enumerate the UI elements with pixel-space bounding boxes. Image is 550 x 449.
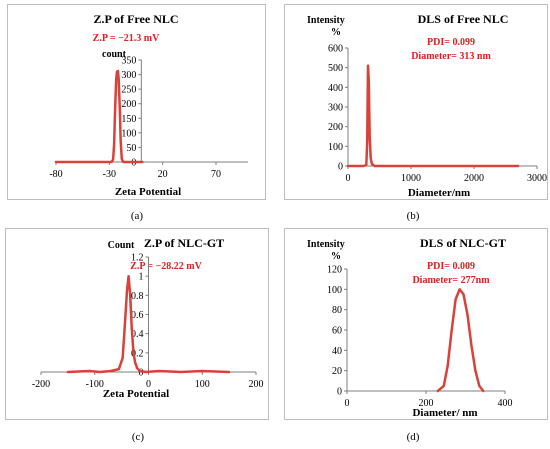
chart-panel-d: DLS of NLC-GT PDI= 0.009 Diameter= 277nm 0 2… [284, 228, 548, 420]
y-tick-label: 120 [327, 265, 342, 276]
chart-title: DLS of NLC-GT [420, 236, 506, 250]
chart-title: Z.P of NLC-GT [144, 236, 224, 250]
y-tick-label: 60 [332, 326, 342, 337]
caption-a: (a) [130, 210, 144, 222]
y-tick-label: 200 [121, 99, 136, 110]
chart-annotation: PDI= 0.099 [427, 37, 475, 48]
data-series-line [436, 288, 485, 393]
x-tick-label: 200 [419, 398, 434, 409]
y-tick-label: 100 [327, 285, 342, 296]
y-axis-label: % [331, 251, 341, 262]
x-tick-label: -80 [49, 169, 62, 180]
data-series-line [66, 274, 231, 374]
y-tick-label: 80 [332, 305, 342, 316]
y-tick-label: 0 [139, 368, 144, 379]
chart-d: DLS of NLC-GT PDI= 0.009 Diameter= 277nm 0 2… [307, 236, 513, 419]
y-tick-label: 600 [328, 44, 343, 55]
y-tick-label: 400 [328, 83, 343, 94]
x-tick-label: 400 [498, 398, 513, 409]
y-tick-label: 50 [126, 143, 136, 154]
x-tick-label: -200 [32, 379, 50, 390]
y-axis-label: Intensity [307, 239, 345, 250]
chart-panel-a: Z.P of Free NLC Z.P = −21.3 mV 0 50 100 150 20… [7, 4, 266, 200]
y-tick-label: 1 [139, 272, 144, 283]
x-tick-label: 0 [345, 398, 350, 409]
y-tick-label: 0.8 [131, 291, 144, 302]
y-tick-label: 200 [328, 122, 343, 133]
x-tick-label: -30 [103, 169, 116, 180]
x-axis-label: Zeta Potential [115, 186, 181, 198]
x-tick-label: 2000 [464, 173, 484, 184]
chart-annotation: Z.P = −21.3 mV [93, 33, 160, 44]
chart-annotation: Diameter= 277nm [412, 275, 490, 286]
y-tick-label: 0.6 [131, 310, 144, 321]
y-tick-label: 1.2 [131, 253, 144, 264]
chart-annotation: Diameter= 313 nm [411, 51, 491, 62]
x-tick-label: -100 [86, 379, 104, 390]
chart-b: DLS of Free NLC PDI= 0.099 Diameter= 313 n… [307, 12, 547, 199]
caption-c: (c) [131, 431, 145, 443]
y-tick-label: 300 [121, 70, 136, 81]
chart-c: Z.P of NLC-GT Z.P = −28.22 mV 0 0.2 0.4 0.6 0.… [32, 236, 264, 400]
y-tick-label: 40 [332, 346, 342, 357]
data-series-line [54, 69, 144, 164]
data-series-line [346, 64, 520, 168]
y-tick-label: 300 [328, 103, 343, 114]
caption-d: (d) [406, 431, 420, 443]
x-tick-label: 200 [249, 379, 264, 390]
y-tick-label: 100 [121, 128, 136, 139]
chart-panel-b: DLS of Free NLC PDI= 0.099 Diameter= 313 n… [284, 4, 548, 200]
x-tick-label: 0 [146, 379, 151, 390]
y-tick-label: 0 [338, 162, 343, 173]
chart-title: Z.P of Free NLC [93, 12, 178, 26]
x-tick-label: 20 [158, 169, 168, 180]
y-axis-label: count [102, 49, 127, 60]
x-axis-label: Zeta Potential [103, 388, 169, 400]
chart-panel-c: Z.P of NLC-GT Z.P = −28.22 mV 0 0.2 0.4 0.6 0.… [5, 228, 269, 420]
x-tick-label: 1000 [401, 173, 421, 184]
y-tick-label: 250 [121, 85, 136, 96]
y-tick-label: 350 [121, 56, 136, 67]
caption-b: (b) [406, 210, 420, 222]
chart-title: DLS of Free NLC [418, 12, 509, 26]
x-tick-label: 0 [346, 173, 351, 184]
y-tick-label: 20 [332, 366, 342, 377]
x-axis-label: Diameter/nm [408, 187, 470, 199]
y-tick-label: 150 [121, 114, 136, 125]
y-tick-label: 0.2 [131, 348, 144, 359]
x-tick-label: 100 [195, 379, 210, 390]
x-tick-label: 3000 [527, 173, 547, 184]
x-tick-label: 70 [211, 169, 221, 180]
y-axis-label: Intensity [307, 15, 345, 26]
y-tick-label: 0.4 [131, 329, 144, 340]
chart-annotation: PDI= 0.009 [427, 261, 475, 272]
y-tick-label: 500 [328, 63, 343, 74]
chart-annotation: Z.P = −28.22 mV [130, 261, 202, 272]
x-axis-label: Diameter/ nm [412, 407, 477, 419]
y-tick-label: 100 [328, 142, 343, 153]
y-axis-label: Count [108, 240, 135, 251]
y-tick-label: 0 [337, 387, 342, 398]
y-axis-label: % [331, 27, 341, 38]
